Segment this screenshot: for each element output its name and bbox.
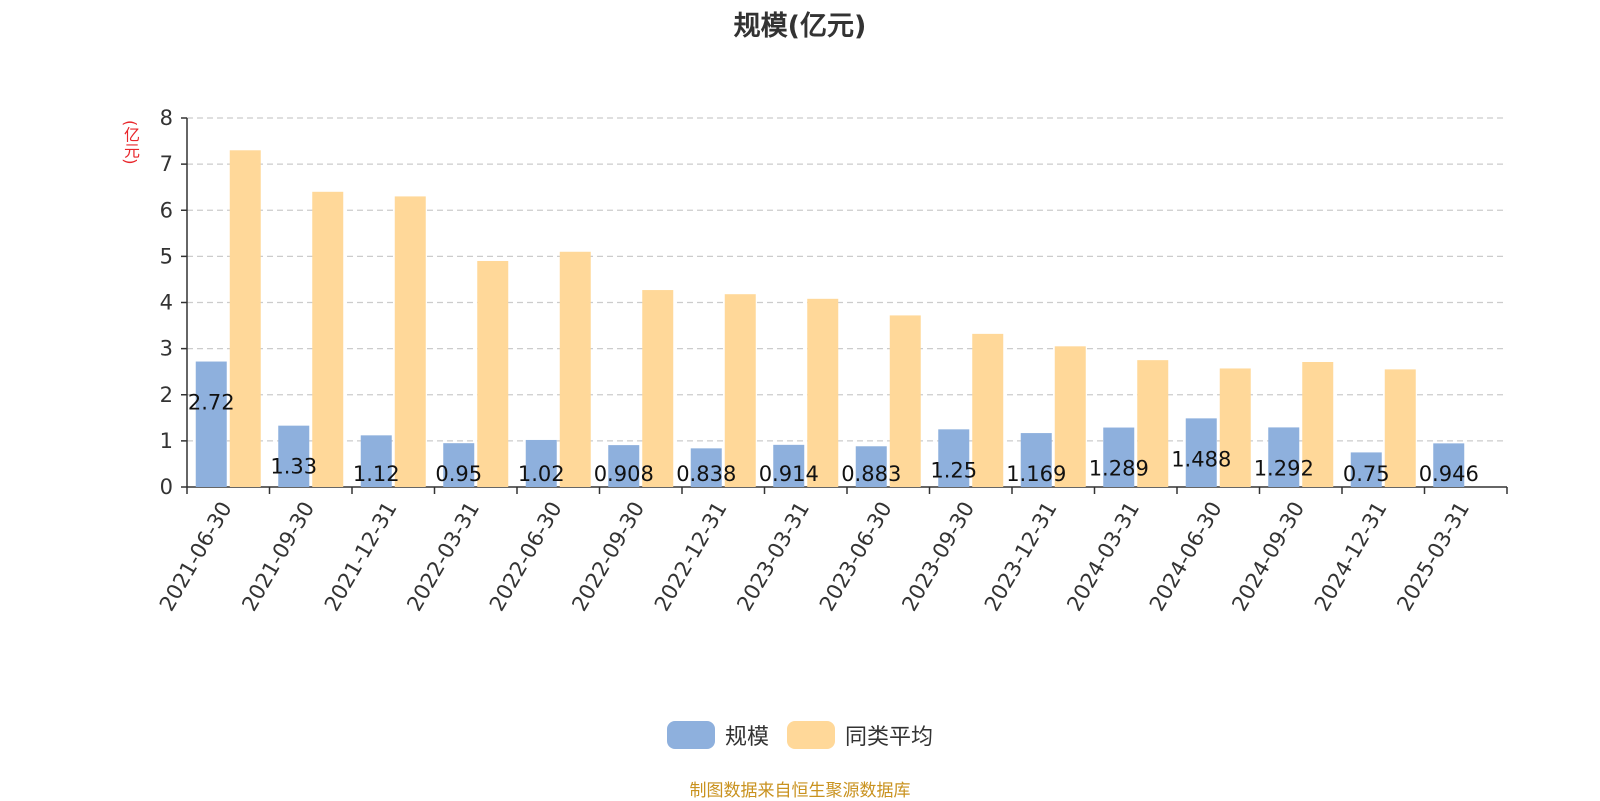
y-axis-label: (亿元) (121, 120, 140, 165)
bar-chart: 0 1 2 3 4 5 6 7 8 2.72 1.33 1.12 0.95 1.02 0.908 0.838 0… (155, 106, 1508, 616)
data-label-scale: 0.838 (676, 462, 736, 486)
legend-label-peer-average: 同类平均 (845, 725, 934, 750)
x-tick-label: 2023-06-30 (815, 498, 897, 616)
y-tick-label: 5 (160, 244, 173, 268)
bar-scale (1020, 433, 1052, 487)
data-label-scale: 1.25 (930, 458, 977, 482)
y-tick-label: 6 (160, 198, 173, 222)
bar-scale (608, 445, 640, 487)
x-tick-label: 2022-09-30 (567, 498, 649, 616)
bar-scale (938, 429, 970, 487)
y-tick-label: 4 (160, 291, 173, 315)
legend-item-scale[interactable]: 规模 (666, 719, 769, 751)
x-tick-label: 2023-03-31 (732, 498, 814, 616)
legend-swatch-scale (666, 721, 715, 749)
bar-scale (1268, 427, 1300, 487)
bar-scale (690, 448, 722, 487)
data-label-scale: 0.95 (435, 462, 482, 486)
bar-peer-average (807, 298, 839, 487)
bar-peer-average (477, 260, 509, 487)
x-tick-label: 2022-12-31 (650, 498, 732, 616)
x-tick-label: 2021-09-30 (237, 498, 319, 616)
x-tick-label: 2023-12-31 (980, 498, 1062, 616)
x-tick-label: 2024-03-31 (1062, 498, 1144, 616)
y-tick-label: 7 (160, 152, 173, 176)
data-label-scale: 0.75 (1343, 462, 1390, 486)
bar-scale (773, 444, 805, 487)
bar-peer-average (972, 333, 1004, 487)
x-tick-label: 2023-09-30 (897, 498, 979, 616)
bar-peer-average (1054, 346, 1086, 487)
bar-peer-average (229, 150, 261, 487)
legend: 规模 同类平均 (0, 719, 1600, 751)
bar-peer-average (1384, 369, 1416, 487)
bar-peer-average (312, 191, 344, 488)
bar-peer-average (889, 315, 921, 487)
bar-scale (278, 425, 310, 487)
data-label-scale: 2.72 (188, 391, 235, 415)
data-label-scale: 1.289 (1089, 457, 1149, 481)
x-tick-label: 2024-12-31 (1310, 498, 1392, 616)
legend-swatch-peer-average (787, 721, 835, 749)
y-tick-label: 3 (160, 337, 173, 361)
x-tick-label: 2022-06-30 (485, 498, 567, 616)
data-label-scale: 0.883 (841, 462, 901, 486)
bar-scale (1103, 427, 1135, 487)
legend-item-peer-average[interactable]: 同类平均 (787, 719, 933, 751)
bar-peer-average (724, 294, 756, 487)
x-tick-label: 2025-03-31 (1392, 498, 1474, 616)
data-label-scale: 1.02 (518, 462, 565, 486)
y-tick-label: 8 (160, 106, 173, 130)
data-source-note: 制图数据来自恒生聚源数据库 (689, 781, 911, 801)
bar-peer-average (394, 196, 426, 487)
chart-title: 规模(亿元) (733, 11, 867, 42)
bar-scale (195, 361, 227, 487)
bar-peer-average (1137, 360, 1169, 487)
legend-label-scale: 规模 (724, 725, 769, 750)
x-tick-label: 2021-12-31 (320, 498, 402, 616)
bar-scale (1433, 443, 1465, 487)
bar-peer-average (1302, 362, 1334, 487)
x-tick-label: 2024-06-30 (1145, 498, 1227, 616)
bar-peer-average (1219, 368, 1251, 487)
data-label-scale: 0.946 (1419, 462, 1479, 486)
data-label-scale: 0.908 (594, 462, 654, 486)
data-label-scale: 1.169 (1006, 462, 1066, 486)
bar-scale (1350, 452, 1382, 487)
bar-scale (443, 443, 475, 487)
bar-scale (360, 435, 392, 487)
y-tick-label: 1 (160, 429, 173, 453)
data-label-scale: 1.33 (270, 455, 317, 479)
y-tick-label: 0 (160, 475, 173, 499)
x-tick-label: 2022-03-31 (402, 498, 484, 616)
bar-scale (1185, 418, 1217, 487)
data-label-scale: 1.488 (1171, 447, 1231, 471)
bar-scale (855, 446, 887, 487)
bar-scale (525, 439, 557, 487)
x-tick-label: 2024-09-30 (1227, 498, 1309, 616)
data-label-scale: 1.12 (353, 462, 400, 486)
bar-peer-average (642, 290, 674, 487)
data-label-scale: 0.914 (759, 462, 819, 486)
y-tick-label: 2 (160, 383, 173, 407)
data-label-scale: 1.292 (1254, 456, 1314, 480)
bar-peer-average (559, 251, 591, 487)
x-tick-label: 2021-06-30 (155, 498, 237, 616)
